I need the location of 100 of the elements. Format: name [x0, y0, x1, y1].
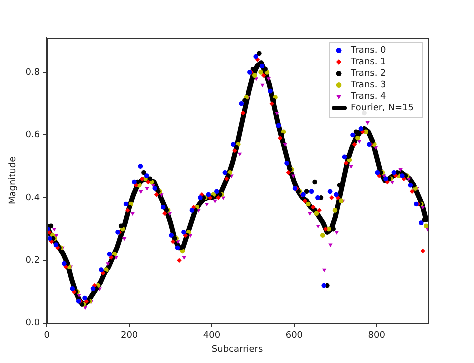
- point: [118, 224, 124, 229]
- point: [232, 148, 238, 154]
- point: [226, 174, 231, 178]
- point: [126, 208, 130, 213]
- point: [252, 73, 258, 78]
- point: [231, 142, 236, 148]
- legend-label: Trans. 2: [350, 69, 386, 80]
- point: [304, 189, 310, 194]
- point: [266, 78, 271, 82]
- point: [284, 161, 290, 166]
- point: [358, 126, 364, 132]
- point: [316, 196, 320, 200]
- point: [198, 196, 203, 200]
- point: [278, 136, 283, 141]
- point: [52, 228, 57, 232]
- point: [82, 296, 88, 301]
- point: [258, 70, 264, 75]
- legend-label: Trans. 0: [350, 46, 387, 56]
- point: [238, 152, 242, 156]
- point: [122, 238, 127, 242]
- point: [130, 212, 135, 216]
- point: [350, 132, 356, 138]
- point: [385, 180, 390, 185]
- point: [420, 248, 426, 254]
- point: [420, 206, 426, 210]
- point: [107, 252, 112, 257]
- point: [406, 178, 412, 182]
- point: [275, 112, 280, 116]
- point: [160, 204, 166, 210]
- point: [48, 236, 52, 242]
- x-tick-label: 0: [44, 331, 50, 342]
- point: [144, 174, 150, 178]
- point: [177, 258, 182, 264]
- point: [330, 196, 334, 200]
- point: [309, 189, 314, 194]
- point: [308, 212, 312, 216]
- legend-label: Trans. 1: [350, 58, 386, 68]
- point: [398, 168, 403, 172]
- y-tick-label: 0.4: [26, 193, 40, 204]
- point: [342, 154, 348, 160]
- point: [132, 180, 137, 185]
- point: [176, 240, 180, 244]
- point: [334, 231, 339, 235]
- point: [242, 98, 248, 104]
- point: [419, 220, 424, 226]
- point: [152, 186, 158, 191]
- point: [77, 294, 82, 298]
- point: [390, 181, 395, 185]
- point: [190, 208, 195, 213]
- point: [206, 192, 212, 198]
- legend-label: Trans. 3: [350, 80, 386, 91]
- point: [83, 306, 88, 310]
- point: [356, 136, 360, 141]
- point: [375, 170, 380, 176]
- point: [268, 88, 273, 94]
- x-tick-label: 800: [368, 331, 386, 342]
- point: [145, 187, 150, 191]
- point: [239, 101, 244, 106]
- point: [140, 176, 145, 182]
- point: [170, 239, 176, 244]
- point: [182, 256, 186, 260]
- y-axis-title: Magnitude: [8, 156, 19, 205]
- point: [370, 139, 376, 144]
- point: [142, 170, 146, 176]
- x-tick-label: 600: [286, 331, 304, 342]
- point: [146, 180, 151, 185]
- point: [160, 194, 164, 198]
- point: [139, 190, 144, 194]
- point: [322, 268, 327, 272]
- point: [332, 208, 338, 213]
- y-tick-label: 0.0: [26, 318, 40, 329]
- point: [349, 165, 354, 169]
- point: [221, 196, 226, 200]
- point: [54, 242, 59, 248]
- point: [168, 212, 172, 216]
- x-tick-label: 200: [120, 331, 138, 342]
- point: [260, 84, 265, 88]
- point: [260, 64, 265, 69]
- point: [424, 224, 428, 229]
- point: [204, 203, 210, 207]
- point: [408, 183, 414, 188]
- point: [384, 176, 388, 182]
- point: [162, 211, 168, 216]
- point: [138, 164, 144, 169]
- legend-label: Trans. 4: [350, 92, 387, 102]
- point: [410, 189, 415, 194]
- y-tick-label: 0.6: [26, 130, 40, 141]
- point: [392, 170, 397, 176]
- point: [366, 121, 370, 126]
- point: [182, 230, 186, 235]
- point: [254, 78, 259, 82]
- point: [286, 170, 292, 176]
- point: [322, 283, 327, 288]
- point: [312, 180, 318, 185]
- point: [222, 170, 228, 176]
- point: [216, 196, 221, 200]
- point: [175, 246, 180, 251]
- point: [254, 54, 259, 60]
- point: [302, 198, 308, 204]
- point: [334, 192, 339, 198]
